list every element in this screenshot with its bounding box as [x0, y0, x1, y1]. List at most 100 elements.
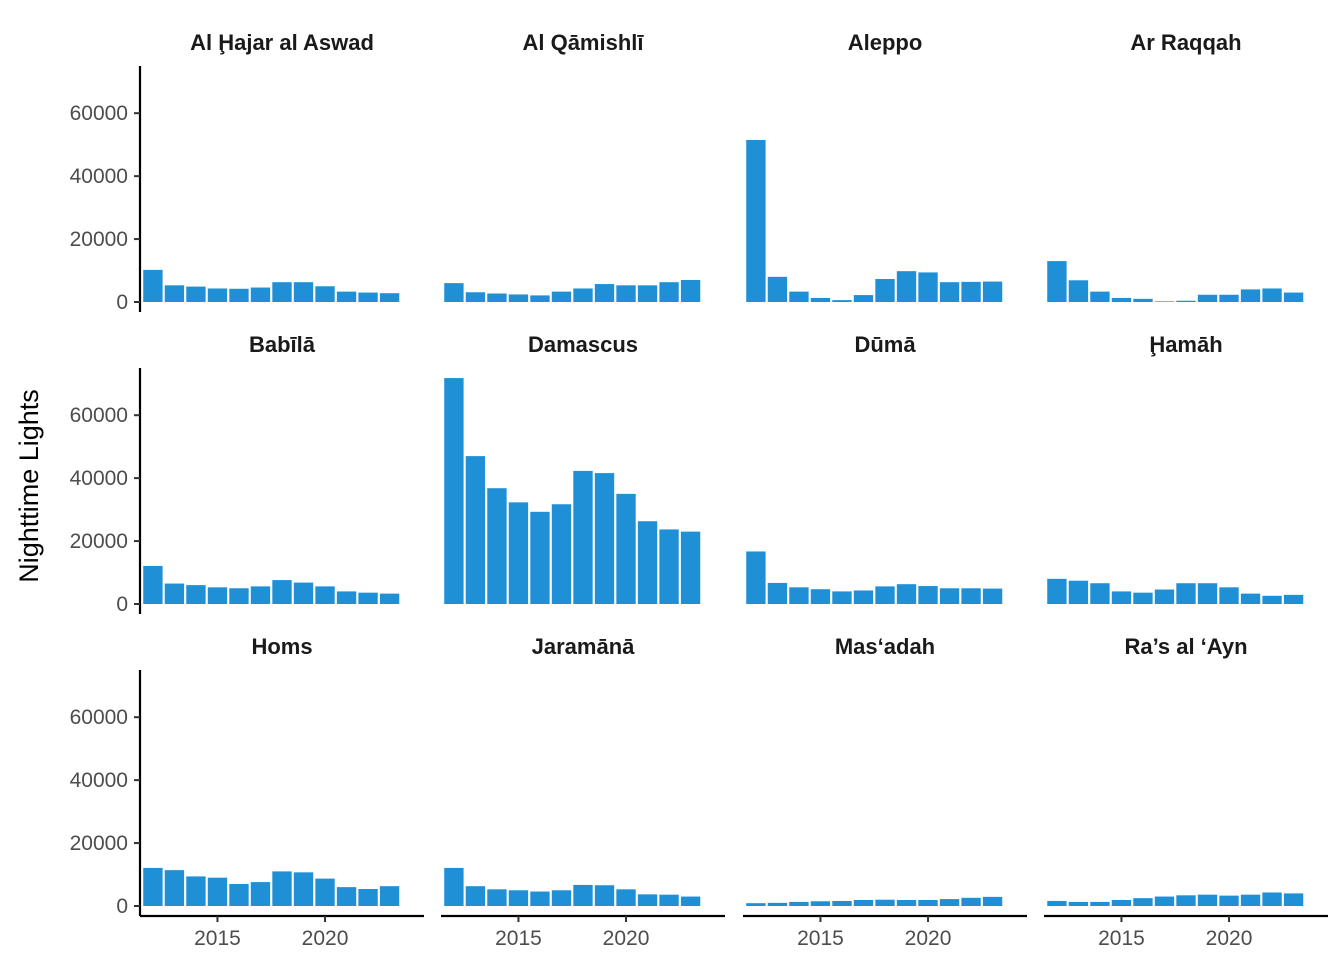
bar-2015: [207, 288, 228, 302]
bar-2015: [508, 294, 529, 302]
bar-2012: [444, 283, 464, 302]
bar-2022: [961, 588, 981, 604]
bar-2022: [659, 529, 679, 604]
bar-2018: [272, 282, 292, 302]
panel-title: Al Qāmishlī: [522, 30, 644, 55]
bar-2014: [487, 488, 507, 604]
x-tick-label: 2020: [905, 927, 952, 950]
bar-2016: [530, 511, 550, 604]
bar-2021: [939, 588, 960, 604]
bar-2023: [1283, 893, 1304, 906]
bar-2012: [143, 565, 163, 604]
bar-2012: [1047, 578, 1067, 604]
bar-2022: [961, 897, 981, 906]
bar-2019: [293, 872, 314, 906]
bar-2013: [1068, 901, 1089, 906]
bar-2020: [1219, 895, 1239, 906]
bar-2017: [551, 291, 572, 302]
bar-2015: [508, 502, 529, 604]
bar-2017: [1154, 301, 1175, 302]
bar-2015: [1111, 900, 1132, 906]
y-tick-label: 40000: [70, 467, 128, 490]
bar-2013: [767, 582, 788, 604]
bar-2021: [1240, 593, 1261, 604]
bar-2014: [186, 585, 206, 604]
facet-panels: Al Ḩajar al Aswad 0 20000 40000 60000 Al Qāmi…: [70, 30, 1328, 950]
bar-2022: [358, 292, 378, 302]
panel-4: Babīlā 0 20000 40000 60000: [70, 332, 400, 616]
bar-2017: [551, 504, 572, 604]
bar-2022: [358, 592, 378, 604]
bar-2020: [918, 586, 938, 604]
bar-2018: [875, 899, 895, 906]
bar-2012: [444, 378, 464, 604]
bar-2014: [789, 587, 809, 604]
bar-2018: [272, 580, 292, 604]
bar-2021: [1240, 894, 1261, 906]
y-tick-label: 60000: [70, 404, 128, 427]
x-tick-label: 2020: [1206, 927, 1253, 950]
bar-2016: [1133, 298, 1153, 302]
panel-8: Homs 0 20000 40000 60000 2015 2020: [70, 634, 424, 950]
bar-2017: [853, 590, 874, 604]
panel-2: Aleppo: [746, 30, 1003, 302]
bar-2021: [336, 291, 357, 302]
bar-2012: [1047, 900, 1067, 906]
bar-2019: [594, 885, 615, 906]
bar-2023: [1283, 594, 1304, 604]
bar-2015: [810, 901, 831, 906]
x-tick-label: 2015: [495, 927, 542, 950]
bar-2023: [982, 281, 1003, 302]
panel-3: Ar Raqqah: [1047, 30, 1304, 302]
panel-title: Jaramānā: [532, 634, 636, 659]
bar-2022: [1262, 595, 1282, 604]
y-tick-label: 0: [116, 593, 128, 616]
bar-2021: [939, 282, 960, 302]
panel-title: Babīlā: [249, 332, 316, 357]
bar-2017: [1154, 896, 1175, 906]
panel-9: Jaramānā 2015 2020: [441, 634, 725, 950]
bar-2019: [293, 582, 314, 604]
x-tick-label: 2020: [302, 927, 349, 950]
bar-2021: [1240, 289, 1261, 302]
bar-2014: [487, 889, 507, 906]
bar-2017: [250, 287, 271, 302]
panel-title: Homs: [251, 634, 312, 659]
bar-2013: [1068, 280, 1089, 302]
bar-2018: [875, 586, 895, 604]
bar-2013: [1068, 580, 1089, 604]
bar-2021: [336, 591, 357, 604]
bar-2016: [530, 295, 550, 302]
bar-2012: [746, 903, 766, 906]
bar-2021: [637, 894, 658, 906]
bar-2023: [379, 886, 400, 906]
panel-11: Ra’s al ‘Ayn 2015 2020: [1044, 634, 1328, 950]
bar-2014: [1090, 583, 1110, 604]
y-axis-title: Nighttime Lights: [14, 389, 44, 583]
bar-2016: [832, 300, 852, 302]
y-tick-label: 20000: [70, 530, 128, 553]
y-tick-label: 60000: [70, 706, 128, 729]
panel-6: Dūmā: [746, 332, 1003, 604]
bar-2018: [1176, 583, 1196, 604]
bar-2023: [680, 279, 701, 302]
bar-2014: [1090, 291, 1110, 302]
bar-2016: [1133, 592, 1153, 604]
bar-2023: [1283, 292, 1304, 302]
bar-2020: [616, 493, 636, 604]
bar-2022: [358, 889, 378, 906]
bar-2017: [250, 882, 271, 906]
bar-2020: [315, 286, 335, 302]
y-tick-label: 20000: [70, 228, 128, 251]
bar-2015: [1111, 297, 1132, 302]
bar-2020: [1219, 587, 1239, 604]
bar-2013: [164, 285, 185, 302]
bar-2013: [164, 870, 185, 906]
panel-title: Ra’s al ‘Ayn: [1124, 634, 1247, 659]
x-tick-label: 2015: [1098, 927, 1145, 950]
bar-2023: [680, 531, 701, 604]
bar-2012: [1047, 261, 1067, 302]
bar-2023: [680, 896, 701, 906]
bar-2018: [1176, 895, 1196, 906]
